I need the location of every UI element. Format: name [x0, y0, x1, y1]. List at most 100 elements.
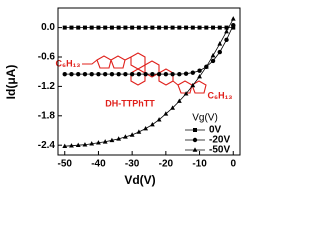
data-point: [156, 117, 162, 122]
data-point: [210, 52, 216, 58]
data-point: [231, 22, 236, 28]
data-point: [217, 25, 222, 30]
data-point: [62, 71, 67, 77]
data-point: [224, 37, 229, 43]
x-tick-label: -10: [192, 159, 207, 170]
data-point: [211, 25, 216, 30]
substituent-label: C₆H₁₃: [56, 58, 81, 68]
data-point: [116, 71, 121, 77]
data-point: [204, 25, 209, 30]
y-tick-label: 0.0: [41, 22, 55, 33]
data-point: [190, 70, 196, 75]
data-point: [62, 143, 68, 148]
data-point: [82, 142, 88, 147]
data-point: [143, 125, 149, 131]
data-point: [197, 25, 202, 30]
data-point: [96, 140, 101, 145]
data-point: [76, 71, 81, 77]
data-point: [123, 134, 128, 139]
data-point: [143, 71, 148, 77]
y-tick-label: -0.6: [38, 52, 56, 63]
data-point: [150, 25, 155, 30]
x-axis-label: Vd(V): [124, 173, 155, 187]
data-point: [89, 71, 94, 77]
data-point: [150, 71, 155, 77]
data-point: [190, 82, 196, 88]
data-point: [69, 25, 74, 30]
data-point: [96, 71, 101, 77]
data-point: [69, 71, 74, 77]
substituent-label: C₆H₁₃: [208, 90, 233, 100]
data-point: [129, 71, 135, 77]
data-point: [177, 71, 182, 77]
data-point: [116, 136, 122, 141]
data-point: [109, 71, 115, 77]
data-point: [157, 25, 162, 30]
legend-marker: [192, 147, 198, 152]
data-point: [176, 98, 182, 103]
legend-label: 0V: [209, 125, 222, 136]
data-point: [197, 68, 202, 73]
y-tick-label: -1.2: [38, 81, 56, 92]
data-point: [103, 25, 108, 30]
data-point: [136, 71, 142, 77]
data-point: [163, 25, 168, 30]
data-point: [123, 71, 128, 77]
x-tick-label: -40: [91, 159, 106, 170]
data-point: [143, 25, 148, 30]
data-point: [197, 74, 202, 79]
y-tick-label: -2.4: [38, 140, 56, 151]
data-point: [129, 132, 135, 137]
data-point: [102, 71, 108, 77]
data-point: [82, 71, 88, 77]
data-point: [116, 25, 121, 30]
data-point: [183, 91, 189, 96]
data-point: [224, 25, 229, 30]
data-point: [96, 25, 101, 30]
legend-marker: [192, 137, 198, 143]
data-point: [231, 25, 236, 30]
x-tick-label: 0: [230, 159, 236, 170]
data-point: [89, 141, 95, 146]
data-point: [76, 25, 81, 30]
data-point: [224, 28, 229, 34]
data-point: [82, 25, 87, 30]
data-point: [163, 71, 169, 77]
data-point: [130, 25, 135, 30]
data-point: [170, 71, 175, 77]
data-point: [69, 143, 74, 148]
data-point: [149, 122, 155, 127]
legend-marker: [193, 128, 197, 132]
data-point: [203, 64, 209, 69]
data-point: [62, 25, 67, 30]
data-point: [89, 25, 94, 30]
data-point: [230, 16, 236, 21]
legend-title: Vg(V): [192, 113, 218, 124]
plot-frame: [57, 7, 241, 156]
data-point: [163, 111, 169, 116]
x-tick-label: -50: [58, 159, 73, 170]
series-line: [64, 18, 234, 147]
data-point: [123, 25, 128, 30]
data-point: [136, 129, 142, 134]
data-point: [170, 25, 175, 30]
y-axis-label: Id(μA): [4, 65, 18, 100]
data-point: [217, 41, 223, 46]
data-point: [136, 25, 141, 30]
data-point: [170, 105, 175, 110]
data-point: [109, 137, 115, 143]
legend-label: -50V: [209, 145, 230, 156]
x-tick-label: -30: [125, 159, 140, 170]
data-point: [156, 71, 162, 77]
data-point: [177, 25, 182, 30]
data-point: [75, 142, 81, 147]
data-point: [210, 58, 216, 64]
chart: C₆H₁₃ C₆H₁₃ DH-TTPhTT Vd(V) Id(μA) Vg(V)…: [4, 7, 241, 187]
molecule-name: DH-TTPhTT: [105, 98, 155, 108]
data-point: [102, 139, 108, 144]
data-point: [184, 25, 189, 30]
legend-label: -20V: [209, 135, 230, 146]
data-point: [109, 25, 114, 30]
y-tick-label: -1.8: [38, 110, 56, 121]
data-point: [183, 71, 189, 76]
